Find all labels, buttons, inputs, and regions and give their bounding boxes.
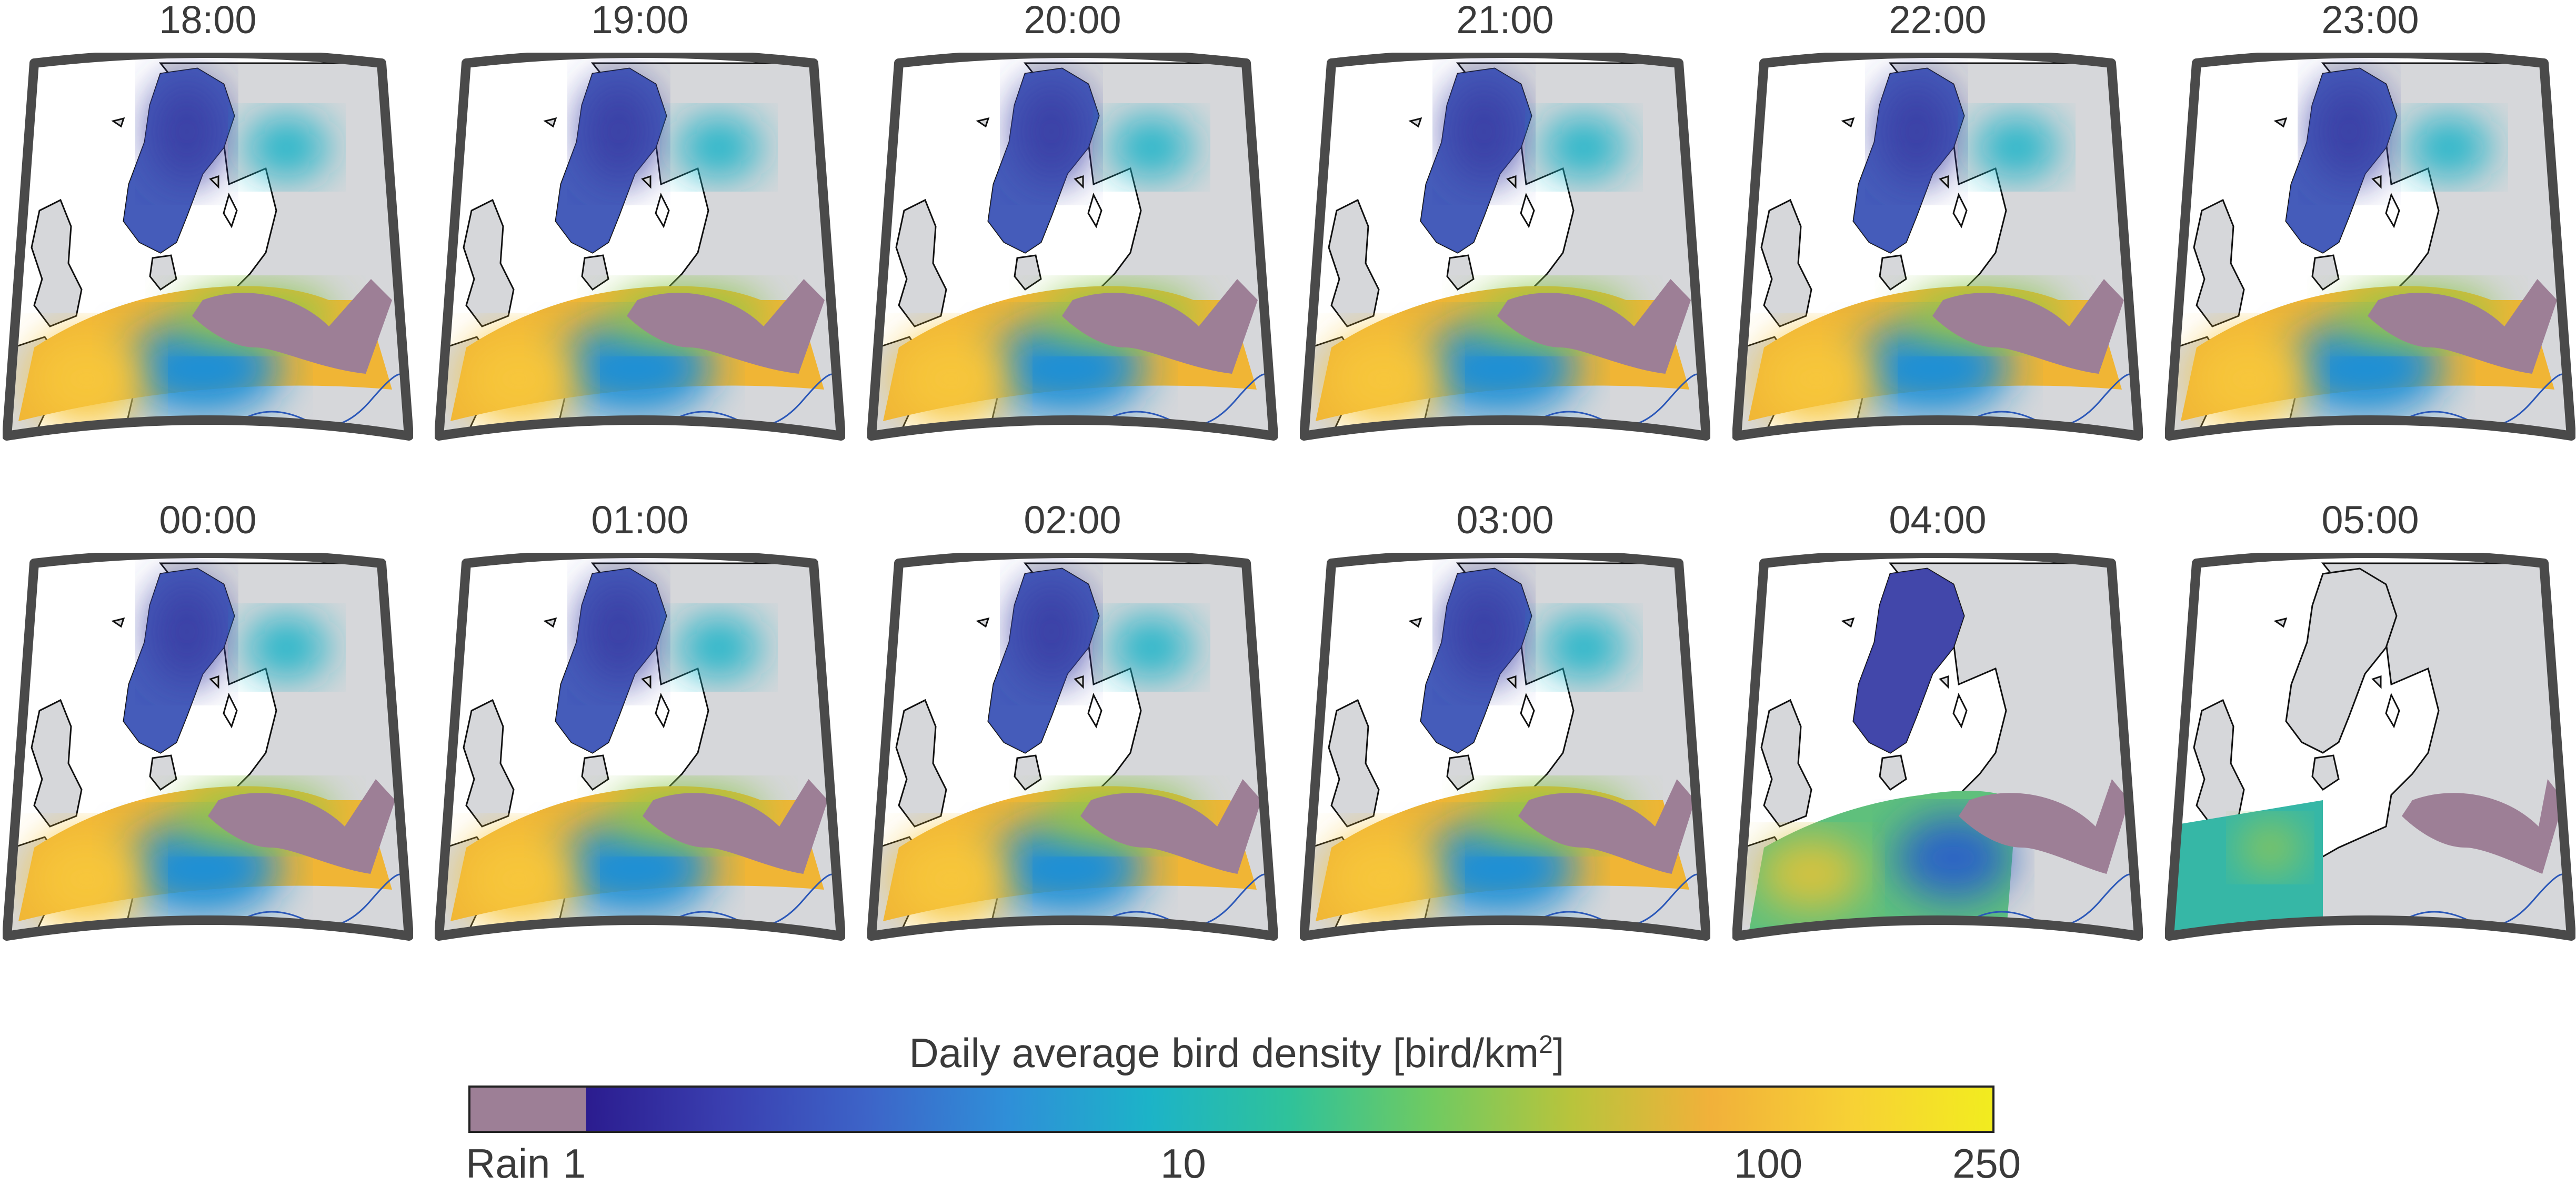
panel-time-label: 03:00 [1456,498,1554,542]
map-canvas [2165,553,2575,941]
colorbar-tick-1: 1 [563,1140,586,1187]
panel-time-label: 18:00 [159,0,257,42]
map-canvas [1732,553,2143,941]
panel-time-label: 20:00 [1024,0,1121,42]
map-canvas [435,553,845,941]
panel-time-label: 02:00 [1024,498,1121,542]
panel-time-label: 22:00 [1889,0,1987,42]
panel-time-label: 05:00 [2321,498,2419,542]
panel-time-label: 04:00 [1889,498,1987,542]
colorbar-rain-label: Rain [466,1140,550,1187]
panel-time-label: 01:00 [591,498,689,542]
colorbar-tick-10: 10 [1160,1140,1206,1187]
panel-time-label: 21:00 [1456,0,1554,42]
map-canvas [435,53,845,441]
map-canvas [1300,53,1710,441]
panel-time-label: 00:00 [159,498,257,542]
colorbar-gradient [586,1088,1992,1131]
map-canvas [1300,553,1710,941]
map-canvas [2165,53,2575,441]
colorbar [468,1086,1994,1133]
colorbar-title: Daily average bird density [bird/km2] [909,1030,1565,1076]
colorbar-tick-250: 250 [1952,1140,2021,1187]
map-canvas [3,553,413,941]
panel-time-label: 19:00 [591,0,689,42]
colorbar-rain-swatch [470,1088,586,1131]
colorbar-tick-100: 100 [1734,1140,1803,1187]
map-canvas [867,53,1278,441]
map-canvas [1732,53,2143,441]
map-canvas [867,553,1278,941]
panel-time-label: 23:00 [2321,0,2419,42]
map-canvas [3,53,413,441]
